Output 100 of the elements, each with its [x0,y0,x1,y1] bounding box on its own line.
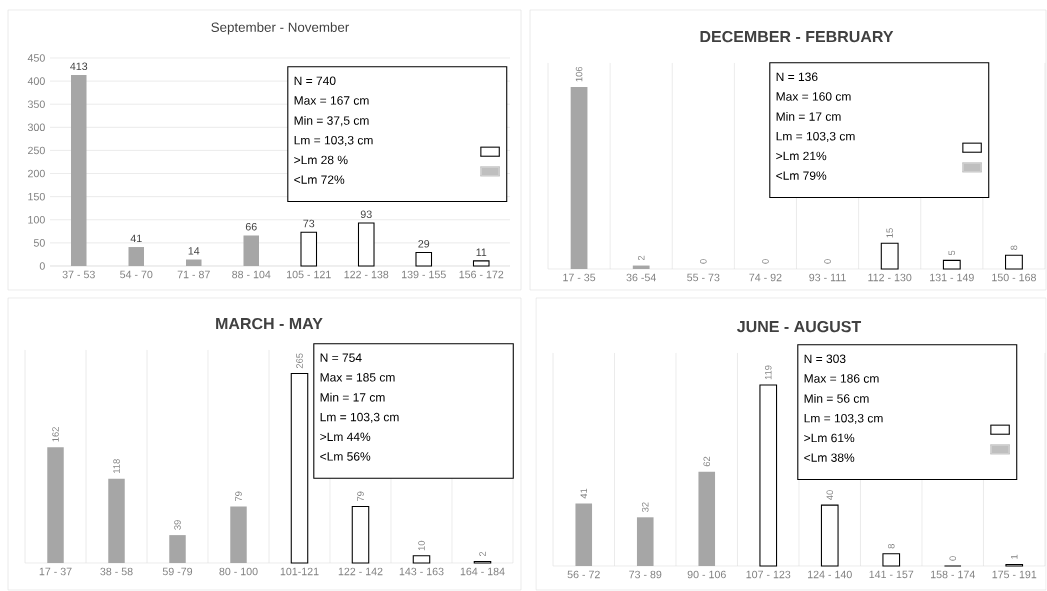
bar [575,503,593,566]
x-tick-label: 93 - 111 [809,273,846,282]
x-tick-label: 164 - 184 [460,567,505,576]
bar [415,252,433,267]
bar [880,242,899,270]
x-tick-label: 55 - 73 [687,273,720,282]
x-tick-label: 54 - 70 [120,270,153,279]
annotation: <Lm 79% [776,171,827,180]
bar [698,471,716,566]
bar [570,87,588,269]
bar [169,535,186,563]
x-tick-label: 175 - 191 [992,570,1037,579]
data-label: 29 [418,240,430,248]
annotation: Max = 185 cm [320,373,395,382]
y-tick-label: 150 [28,192,45,201]
data-label: 93 [360,210,372,219]
x-tick-label: 74 - 92 [749,273,782,282]
data-label: 66 [245,222,257,231]
annotation: >Lm 61% [804,433,855,443]
data-label: 39 [174,520,181,530]
x-tick-label: 56 - 72 [567,570,600,579]
data-label: 14 [188,247,200,255]
y-tick-label: 200 [28,169,45,178]
data-label: 73 [303,219,315,228]
annotation: N = 740 [294,76,336,86]
y-tick-label: 250 [28,146,45,155]
bar [942,259,961,270]
y-tick-label: 50 [33,239,45,247]
chart-title: September - November [211,22,350,35]
x-tick-label: 105 - 121 [287,270,331,279]
data-label: 0 [824,259,831,264]
annotation: Lm = 103,3 cm [804,413,883,424]
annotation: Min = 17 cm [320,392,385,402]
bar [351,505,370,564]
x-tick-label: 17 - 37 [39,567,72,576]
bar [290,373,309,564]
x-tick-label: 156 - 172 [459,270,504,279]
x-tick-label: 131 - 149 [930,273,974,282]
x-tick-label: 124 - 140 [808,570,852,579]
bar [186,259,202,266]
x-tick-label: 71 - 87 [177,270,210,279]
data-label: 62 [703,456,711,467]
bar [230,506,247,563]
bar [300,231,318,267]
data-label: 0 [700,259,707,264]
bar [636,517,654,566]
y-tick-label: 400 [27,77,45,85]
annotation: N = 136 [776,72,818,82]
x-tick-label: 112 - 130 [868,273,912,282]
chart-title: JUNE - AUGUST [737,320,862,333]
bar [759,384,778,567]
annotation: <Lm 72% [294,175,345,184]
bar [108,478,125,563]
annotation: Max = 186 cm [804,374,879,383]
annotation: N = 754 [320,353,362,362]
x-tick-label: 143 - 163 [399,567,444,576]
data-label: 41 [130,234,142,243]
x-tick-label: 141 - 157 [869,570,914,579]
x-tick-label: 88 - 104 [232,270,271,279]
bar [357,222,375,267]
x-tick-label: 90 - 106 [687,570,726,579]
y-tick-label: 300 [27,123,45,132]
bar [70,75,87,266]
x-tick-label: 36 -54 [626,273,656,282]
data-label: 40 [826,490,834,500]
data-label: 1 [1011,554,1018,559]
x-tick-label: 17 - 35 [563,273,596,282]
y-tick-label: 450 [27,54,45,62]
bar [412,555,431,564]
x-tick-label: 122 - 142 [338,567,383,576]
data-label: 0 [949,556,957,561]
x-tick-label: 59 -79 [162,567,193,576]
x-tick-label: 38 - 58 [100,567,133,576]
bar [47,447,64,563]
annotation: Min = 17 cm [776,111,841,121]
data-label: 15 [886,228,893,238]
annotation: <Lm 38% [804,453,855,462]
data-label: 10 [418,540,425,551]
data-label: 118 [113,459,120,473]
data-label: 2 [637,255,645,261]
data-label: 32 [641,502,649,512]
chart-title: DECEMBER - FEBRUARY [700,30,894,43]
data-label: 41 [580,488,587,499]
y-tick-label: 350 [27,100,45,108]
data-label: 0 [762,259,769,264]
data-label: 79 [235,491,242,502]
annotation: Max = 160 cm [776,92,851,101]
y-tick-label: 100 [28,215,45,224]
annotation: >Lm 44% [320,432,371,441]
annotation: Min = 37,5 cm [294,115,369,127]
data-label: 413 [70,62,88,71]
annotation: <Lm 56% [320,452,371,461]
x-tick-label: 158 - 174 [931,570,975,579]
data-label: 8 [1010,245,1018,250]
x-tick-label: 73 - 89 [629,570,662,579]
data-label: 5 [948,250,956,256]
annotation: Lm = 103,3 cm [294,135,373,146]
annotation: Max = 167 cm [294,96,369,105]
data-label: 265 [296,353,303,369]
bar [820,504,839,567]
